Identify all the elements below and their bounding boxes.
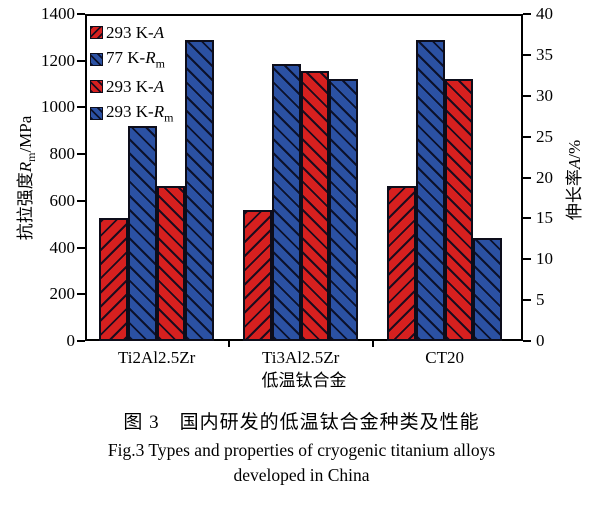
left-axis-tick-label: 0	[66, 331, 76, 350]
right-axis-tick-label: 40	[536, 4, 553, 23]
right-axis-tick	[523, 94, 531, 97]
legend-label: 77 K-Rm	[106, 47, 165, 71]
right-axis-tick	[523, 176, 531, 179]
left-axis-title: 抗拉强度Rm/MPa	[11, 116, 39, 241]
caption-chinese: 图 3 国内研发的低温钛合金种类及性能	[123, 412, 480, 433]
bar-chart: 抗拉强度Rm/MPa 伸长率A/% 低温钛合金 293 K-A 77 K-Rm 29…	[11, 4, 584, 391]
bar-Ti3Al2.5Zr-series2	[271, 64, 301, 341]
left-axis-tick-label: 1400	[41, 4, 75, 23]
legend-label: 293 K-A	[106, 22, 165, 42]
right-axis-tick	[523, 53, 531, 56]
bar-Ti3Al2.5Zr-series1	[243, 210, 272, 341]
left-axis-tick	[77, 199, 85, 202]
left-axis-tick-label: 1000	[41, 97, 75, 117]
right-axis-tick	[523, 258, 531, 261]
left-axis-title-symbol: R	[15, 161, 35, 173]
left-axis-tick-label: 1200	[41, 50, 75, 70]
bar-Ti2Al2.5Zr-series1	[99, 218, 128, 341]
x-axis-title: 低温钛合金	[261, 371, 347, 390]
right-axis-tick	[523, 299, 531, 302]
left-axis-tick	[77, 153, 85, 156]
right-axis-tick	[523, 135, 531, 138]
legend-item-4: 293 K-Rm	[90, 100, 173, 127]
right-axis-tick-label: 30	[536, 85, 553, 105]
left-axis-tick-label: 200	[49, 284, 76, 304]
right-axis-tick	[523, 13, 531, 15]
x-tick-label-Ti2Al2.5Zr: Ti2Al2.5Zr	[117, 348, 196, 367]
right-axis-tick-label: 5	[536, 290, 545, 310]
right-axis-tick-label: 15	[536, 208, 553, 228]
bar-CT20-series4	[473, 238, 503, 341]
bar-Ti2Al2.5Zr-series2	[127, 126, 157, 341]
legend-item-2: 77 K-Rm	[90, 46, 173, 73]
legend: 293 K-A 77 K-Rm 293 K-A 293 K-Rm	[90, 19, 173, 127]
caption-english-line2: developed in China	[233, 465, 370, 485]
right-axis-tick-label: 25	[536, 126, 553, 146]
x-tick-label-CT20: CT20	[425, 348, 464, 367]
left-axis-tick-label: 800	[49, 144, 76, 164]
bar-Ti2Al2.5Zr-series3	[156, 185, 186, 341]
legend-swatch-red-icon	[90, 80, 103, 93]
right-axis-tick-label: 10	[536, 249, 553, 269]
x-tick-label-Ti3Al2.5Zr: Ti3Al2.5Zr	[261, 348, 340, 367]
bar-Ti3Al2.5Zr-series4	[329, 79, 359, 341]
right-axis-tick	[523, 217, 531, 220]
x-axis-tick	[371, 341, 374, 347]
legend-label: 293 K-Rm	[106, 101, 174, 125]
figure-caption: 图 3 国内研发的低温钛合金种类及性能 Fig.3 Types and prop…	[0, 408, 603, 488]
left-axis-tick	[77, 13, 85, 15]
bar-CT20-series2	[415, 39, 445, 341]
legend-item-3: 293 K-A	[90, 73, 173, 100]
x-axis-tick	[227, 341, 230, 347]
legend-swatch-blue-icon	[90, 107, 103, 120]
legend-item-1: 293 K-A	[90, 19, 173, 46]
right-axis-tick	[523, 340, 531, 342]
left-axis-tick	[77, 293, 85, 296]
caption-english-line1: Fig.3 Types and properties of cryogenic …	[107, 440, 496, 460]
legend-label: 293 K-A	[106, 76, 165, 96]
bar-CT20-series1	[387, 185, 416, 341]
left-axis-tick	[77, 106, 85, 109]
left-axis-tick-label: 600	[49, 190, 76, 210]
left-axis-tick-label: 400	[49, 237, 76, 257]
right-axis-tick-label: 35	[536, 44, 553, 64]
legend-swatch-blue-icon	[90, 53, 103, 66]
left-axis-tick	[77, 340, 85, 342]
right-axis-tick-label: 0	[536, 331, 545, 350]
bar-CT20-series3	[444, 79, 474, 341]
left-axis-tick	[77, 59, 85, 62]
left-axis-tick	[77, 246, 85, 249]
right-axis-tick-label: 20	[536, 167, 553, 187]
bar-Ti3Al2.5Zr-series3	[300, 71, 330, 341]
legend-swatch-red-icon	[90, 26, 103, 39]
bar-Ti2Al2.5Zr-series4	[185, 39, 215, 341]
